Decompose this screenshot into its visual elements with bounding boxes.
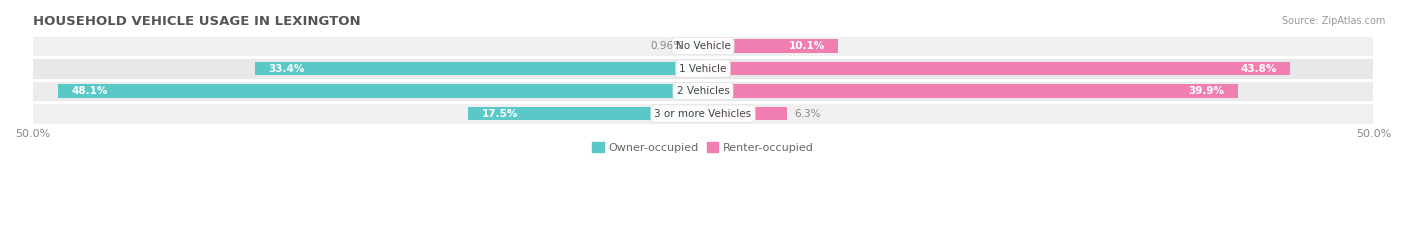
Bar <box>256 62 703 75</box>
Text: 39.9%: 39.9% <box>1188 86 1225 96</box>
Bar <box>703 39 838 53</box>
Text: 43.8%: 43.8% <box>1240 64 1277 74</box>
Text: 10.1%: 10.1% <box>789 41 825 51</box>
Text: 33.4%: 33.4% <box>269 64 305 74</box>
Text: HOUSEHOLD VEHICLE USAGE IN LEXINGTON: HOUSEHOLD VEHICLE USAGE IN LEXINGTON <box>32 15 360 28</box>
Text: 0.96%: 0.96% <box>651 41 683 51</box>
Text: 3 or more Vehicles: 3 or more Vehicles <box>654 109 752 119</box>
Text: 6.3%: 6.3% <box>794 109 821 119</box>
Text: No Vehicle: No Vehicle <box>675 41 731 51</box>
Text: 2 Vehicles: 2 Vehicles <box>676 86 730 96</box>
Bar <box>468 107 703 120</box>
Bar <box>703 84 1237 98</box>
Bar <box>32 102 1374 125</box>
Bar <box>32 80 1374 102</box>
Bar <box>690 39 703 53</box>
Legend: Owner-occupied, Renter-occupied: Owner-occupied, Renter-occupied <box>588 138 818 157</box>
Bar <box>58 84 703 98</box>
Bar <box>32 35 1374 57</box>
Bar <box>32 57 1374 80</box>
Text: 17.5%: 17.5% <box>482 109 519 119</box>
Bar <box>703 62 1291 75</box>
Text: 48.1%: 48.1% <box>72 86 108 96</box>
Bar <box>703 107 787 120</box>
Text: Source: ZipAtlas.com: Source: ZipAtlas.com <box>1281 16 1385 26</box>
Text: 1 Vehicle: 1 Vehicle <box>679 64 727 74</box>
